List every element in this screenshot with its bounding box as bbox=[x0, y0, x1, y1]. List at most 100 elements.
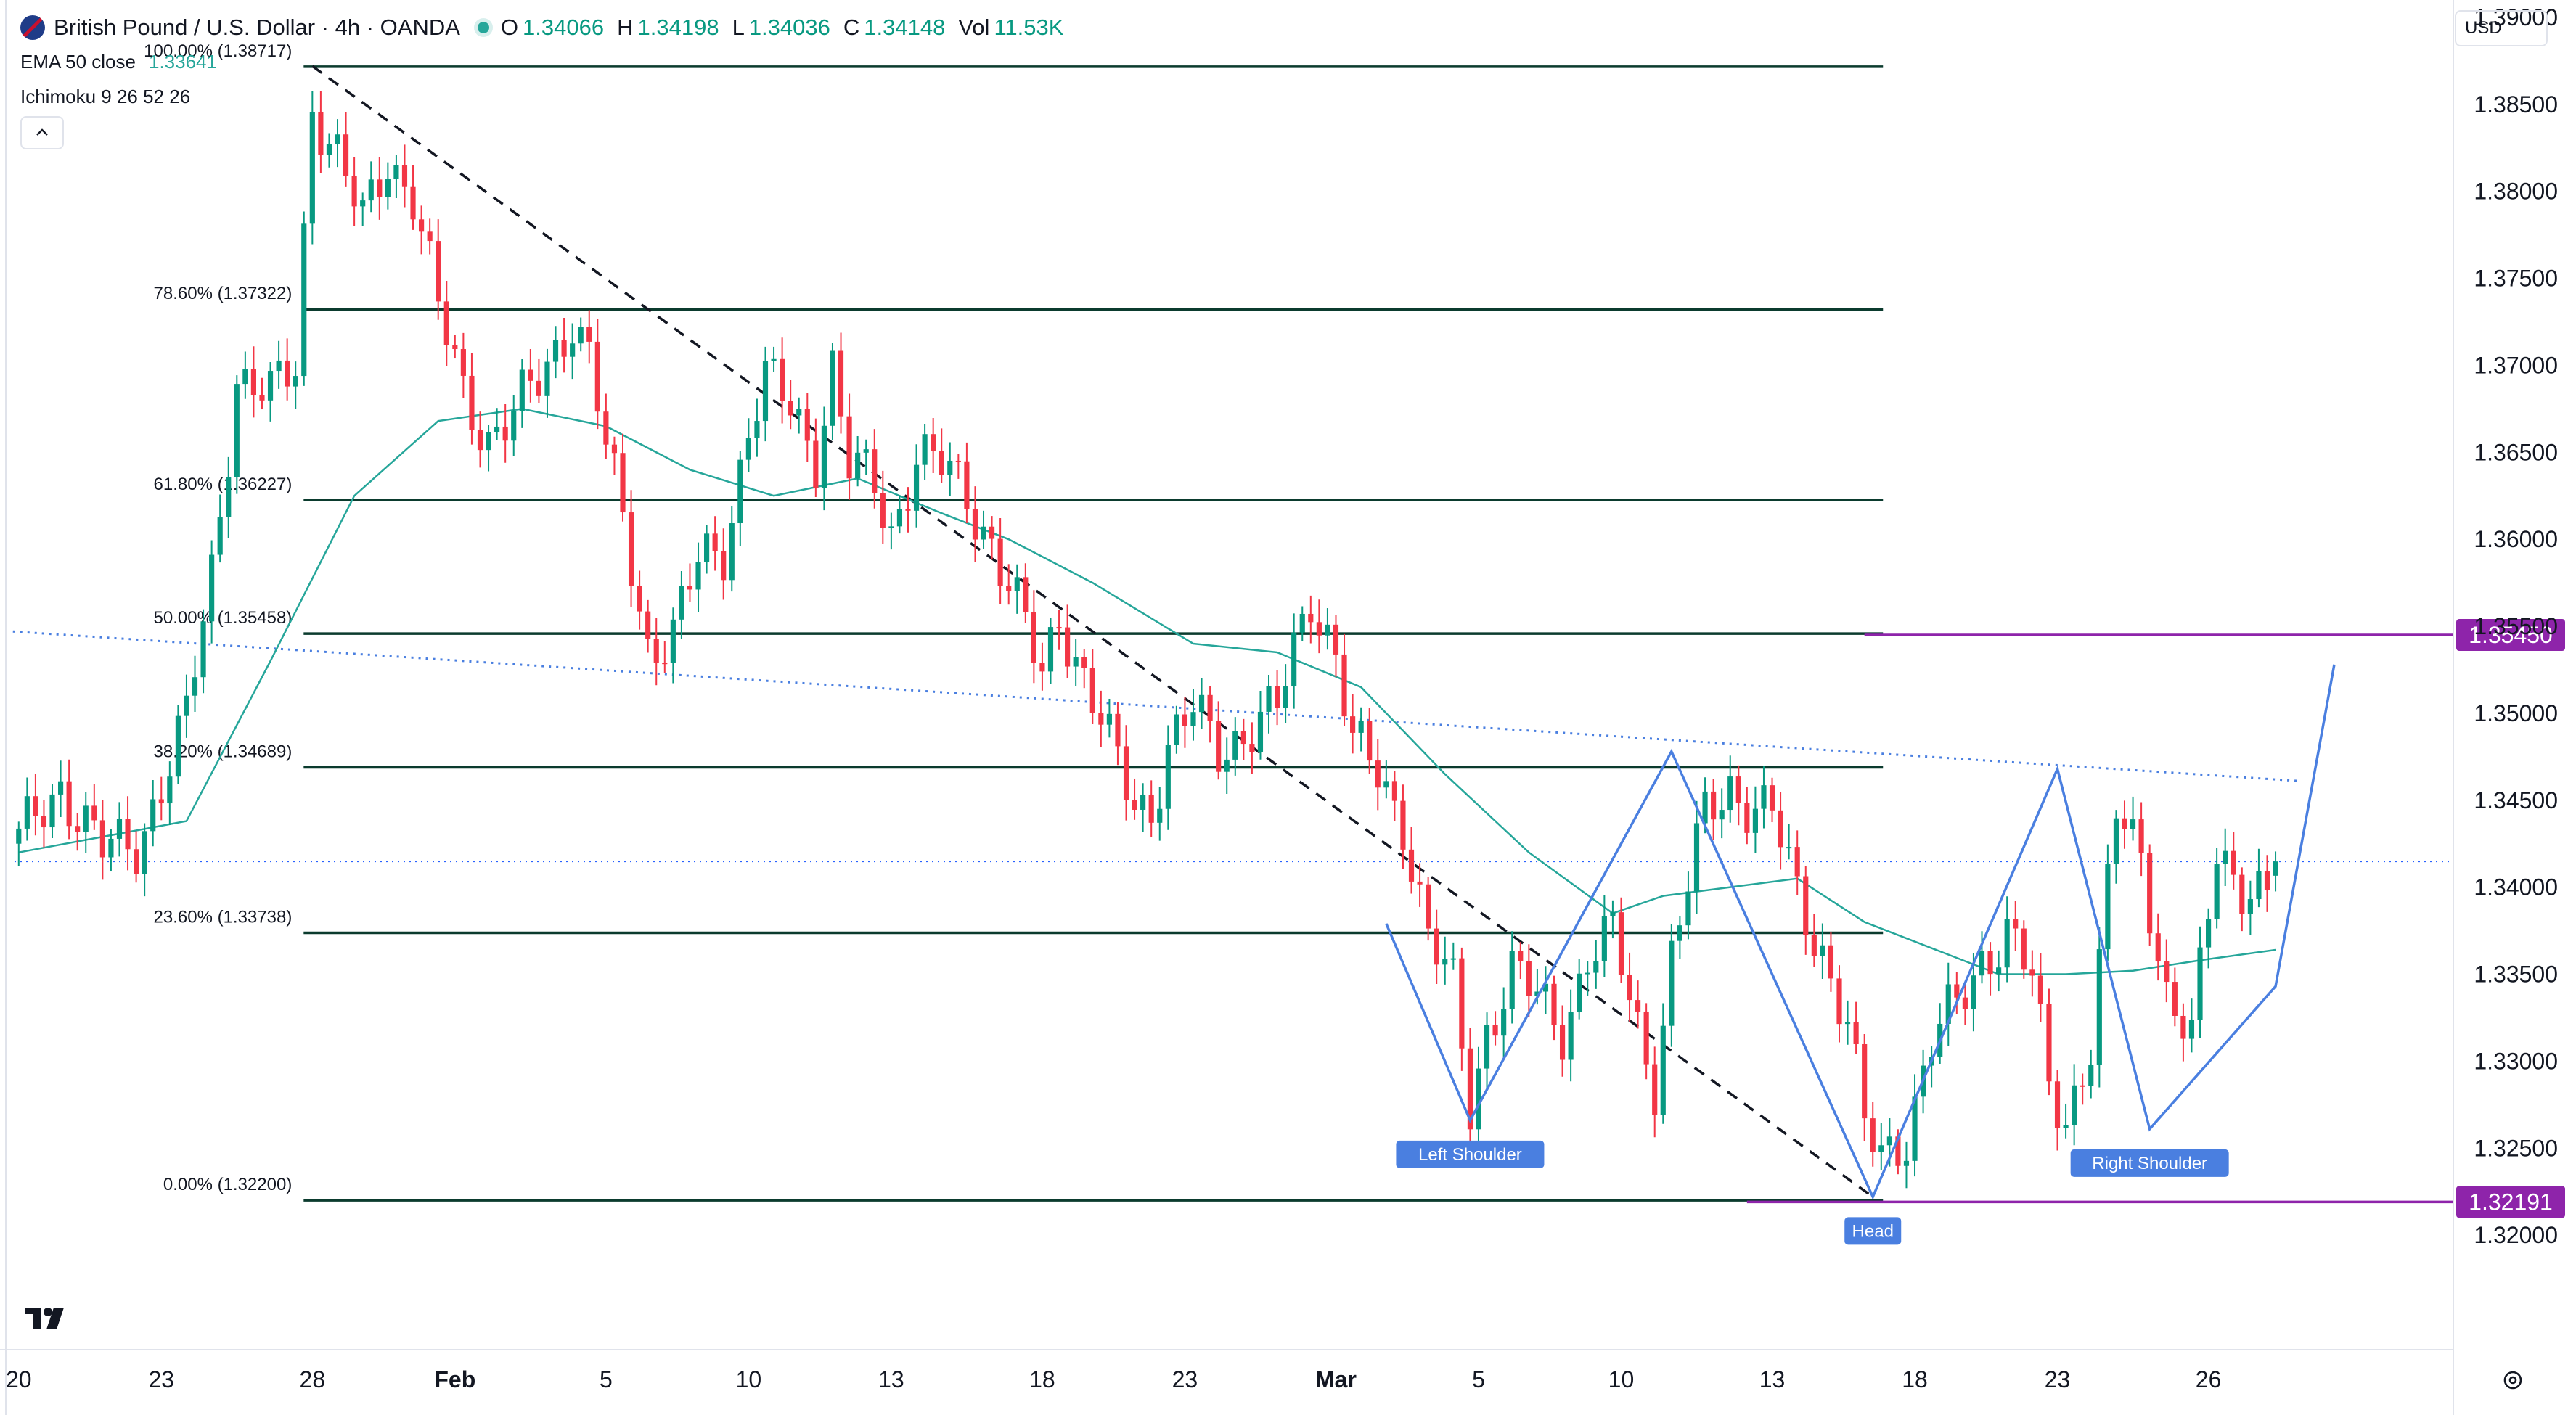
candle-body bbox=[1996, 967, 2002, 975]
settings-gear-icon[interactable] bbox=[2500, 1367, 2526, 1393]
candle-body bbox=[1274, 686, 1280, 708]
candle-body bbox=[351, 176, 357, 207]
currency-button[interactable]: USD bbox=[2455, 10, 2548, 46]
ichimoku-indicator-legend[interactable]: Ichimoku 9 26 52 26 bbox=[20, 86, 190, 108]
candle-body bbox=[1518, 951, 1524, 961]
candle-body bbox=[939, 451, 944, 475]
ema-indicator-legend[interactable]: EMA 50 close 1.33641 bbox=[20, 51, 217, 73]
candle-body bbox=[1014, 577, 1020, 591]
candle-body bbox=[1157, 808, 1163, 823]
candle-body bbox=[645, 611, 651, 639]
price-tick-label: 1.39000 bbox=[2474, 4, 2558, 30]
candle-body bbox=[2147, 853, 2153, 934]
ema-50-line bbox=[18, 408, 2276, 975]
price-tick-label: 1.32000 bbox=[2474, 1222, 2558, 1248]
candle-body bbox=[653, 639, 659, 663]
candle-body bbox=[1811, 935, 1817, 956]
time-tick-label: 28 bbox=[300, 1366, 326, 1393]
head-and-shoulders-outline[interactable] bbox=[1385, 664, 2336, 1200]
candle-body bbox=[1031, 612, 1036, 663]
candle-body bbox=[1098, 713, 1104, 725]
time-tick-label: 18 bbox=[1029, 1366, 1055, 1393]
candle-body bbox=[821, 425, 827, 488]
volume-label: Vol bbox=[958, 15, 990, 40]
gbp-usd-flag-icon bbox=[20, 15, 45, 40]
price-level-badge bbox=[2456, 619, 2565, 652]
candle-body bbox=[368, 179, 374, 201]
candle-body bbox=[267, 371, 274, 401]
candle-body bbox=[1174, 714, 1179, 745]
collapse-legend-button[interactable] bbox=[20, 116, 64, 149]
open-value: 1.34066 bbox=[523, 15, 605, 40]
candle-body bbox=[1299, 613, 1305, 633]
candle-body bbox=[2004, 919, 2010, 968]
candle-body bbox=[695, 562, 701, 590]
candle-body bbox=[1375, 760, 1381, 788]
candle-body bbox=[737, 459, 743, 524]
candle-body bbox=[536, 380, 541, 396]
candle-body bbox=[1509, 951, 1515, 1009]
candle-body bbox=[888, 526, 894, 528]
candle-body bbox=[24, 796, 30, 829]
time-tick-label: 23 bbox=[2045, 1366, 2071, 1393]
tradingview-logo-icon[interactable] bbox=[25, 1305, 71, 1331]
candle-body bbox=[1232, 731, 1238, 760]
candle-body bbox=[1207, 694, 1213, 721]
candle-body bbox=[1148, 795, 1154, 823]
candle-body bbox=[167, 776, 173, 804]
candle-body bbox=[745, 438, 751, 460]
candle-body bbox=[1350, 716, 1356, 733]
candle-body bbox=[2256, 871, 2262, 900]
candle-body bbox=[2080, 1085, 2085, 1087]
dotted-resistance-trendline[interactable] bbox=[12, 630, 2301, 782]
price-tick-label: 1.38500 bbox=[2474, 91, 2558, 118]
candle-body bbox=[1333, 624, 1339, 655]
candle-body bbox=[1367, 721, 1373, 761]
candle-body bbox=[2054, 1081, 2061, 1128]
candle-body bbox=[259, 395, 265, 401]
candle-body bbox=[1249, 744, 1255, 752]
fib-level-label: 61.80% (1.36227) bbox=[154, 475, 293, 494]
candle-body bbox=[234, 384, 240, 477]
close-label: C bbox=[843, 15, 860, 40]
candle-body bbox=[1476, 1068, 1481, 1130]
candle-body bbox=[780, 358, 785, 401]
candle-body bbox=[544, 361, 550, 396]
low-label: L bbox=[732, 15, 745, 40]
price-tick-label: 1.37000 bbox=[2474, 352, 2558, 378]
candle-body bbox=[762, 361, 769, 422]
candle-body bbox=[1308, 613, 1314, 623]
candle-body bbox=[594, 341, 600, 412]
candle-body bbox=[2188, 1020, 2195, 1039]
candle-body bbox=[964, 461, 970, 509]
fib-level-label: 23.60% (1.33738) bbox=[154, 907, 293, 927]
candle-body bbox=[2105, 864, 2111, 950]
candle-body bbox=[460, 349, 466, 376]
candle-body bbox=[2223, 850, 2228, 864]
candle-body bbox=[896, 509, 903, 527]
candle-body bbox=[2205, 919, 2212, 948]
candle-body bbox=[1559, 1025, 1566, 1060]
candle-body bbox=[301, 223, 307, 377]
pattern-label-badge bbox=[1844, 1217, 1902, 1245]
candle-body bbox=[1903, 1160, 1910, 1166]
candle-body bbox=[1727, 776, 1733, 811]
price-tick-label: 1.35000 bbox=[2474, 700, 2558, 726]
candle-body bbox=[1526, 961, 1532, 996]
candle-body bbox=[1023, 577, 1029, 612]
symbol-title[interactable]: British Pound / U.S. Dollar · 4h · OANDA bbox=[54, 15, 460, 40]
candle-body bbox=[1216, 721, 1222, 772]
collapse-chevron-icon bbox=[36, 128, 48, 136]
candle-body bbox=[1442, 959, 1448, 965]
dashed-downtrend-line[interactable] bbox=[311, 65, 1874, 1198]
price-tick-label: 1.33500 bbox=[2474, 961, 2558, 988]
candle-body bbox=[1685, 891, 1691, 926]
candle-body bbox=[620, 453, 626, 513]
price-tick-label: 1.36000 bbox=[2474, 526, 2558, 552]
candle-body bbox=[2088, 1065, 2094, 1086]
candle-body bbox=[1677, 925, 1682, 941]
candle-body bbox=[83, 805, 89, 832]
candle-body bbox=[343, 134, 349, 176]
candle-body bbox=[226, 476, 232, 517]
